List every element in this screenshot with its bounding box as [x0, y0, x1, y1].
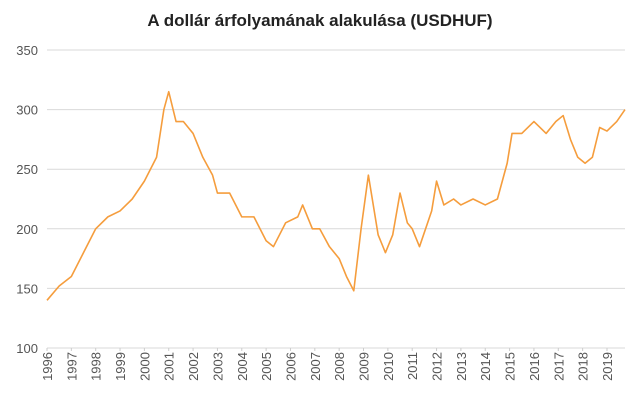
- y-tick-label: 300: [16, 103, 38, 118]
- x-tick-label: 2000: [137, 352, 152, 381]
- x-tick-label: 2003: [210, 352, 225, 381]
- x-tick-label: 2005: [259, 352, 274, 381]
- x-tick-label: 1998: [89, 352, 104, 381]
- x-tick-label: 2016: [527, 352, 542, 381]
- y-tick-label: 150: [16, 281, 38, 296]
- x-tick-label: 2004: [235, 352, 250, 381]
- x-tick-label: 2012: [430, 352, 445, 381]
- x-tick-label: 2018: [576, 352, 591, 381]
- chart-title: A dollár árfolyamának alakulása (USDHUF): [147, 11, 492, 30]
- y-tick-label: 250: [16, 162, 38, 177]
- x-tick-label: 2019: [600, 352, 615, 381]
- x-tick-label: 2014: [478, 352, 493, 381]
- x-tick-label: 2011: [405, 352, 420, 380]
- x-tick-label: 2009: [357, 352, 372, 381]
- y-tick-label: 350: [16, 43, 38, 58]
- x-tick-label: 1997: [64, 352, 79, 381]
- x-tick-label: 1999: [113, 352, 128, 381]
- y-tick-label: 200: [16, 222, 38, 237]
- x-tick-label: 2002: [186, 352, 201, 381]
- x-tick-label: 2006: [283, 352, 298, 381]
- x-tick-label: 2013: [454, 352, 469, 381]
- x-tick-label: 2001: [162, 352, 177, 381]
- x-tick-label: 2015: [503, 352, 518, 381]
- x-tick-label: 2010: [381, 352, 396, 381]
- x-tick-label: 2017: [551, 352, 566, 381]
- y-tick-label: 100: [16, 341, 38, 356]
- x-tick-label: 2007: [308, 352, 323, 381]
- x-tick-label: 2008: [332, 352, 347, 381]
- x-tick-label: 1996: [40, 352, 55, 381]
- data-line: [46, 90, 626, 301]
